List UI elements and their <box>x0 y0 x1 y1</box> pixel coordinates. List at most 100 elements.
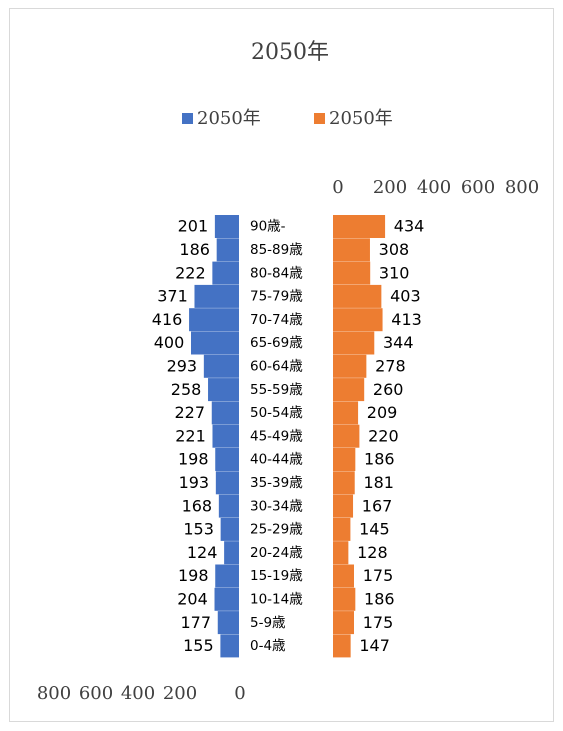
right-bar <box>333 564 354 588</box>
left-bar <box>217 611 239 635</box>
left-data-label: 227 <box>174 403 205 422</box>
left-bar <box>191 331 239 355</box>
left-bar <box>189 308 239 332</box>
left-bar <box>224 541 239 565</box>
right-axis-tick-label: 0 <box>332 177 343 198</box>
right-bar <box>333 634 351 658</box>
right-axis-tick-label: 800 <box>505 177 539 198</box>
right-data-label: 403 <box>390 287 421 306</box>
right-data-label: 175 <box>363 613 394 632</box>
legend-swatch-left <box>182 113 193 124</box>
category-label: 90歳- <box>250 219 286 235</box>
right-bar <box>333 261 371 285</box>
left-data-label: 168 <box>182 496 213 515</box>
left-data-label: 416 <box>152 310 183 329</box>
category-label: 35-39歳 <box>250 475 303 491</box>
left-bar <box>211 401 239 425</box>
right-data-label: 260 <box>373 380 404 399</box>
right-data-label: 175 <box>363 566 394 585</box>
right-bar <box>333 448 356 471</box>
legend-label-left: 2050年 <box>197 108 261 129</box>
left-data-label: 221 <box>175 426 206 445</box>
right-bar <box>333 587 356 611</box>
left-bar <box>215 448 239 471</box>
population-pyramid-chart: 2050年 2050年 2050年 0 200 400 600 800 800 600 40… <box>37 40 539 704</box>
right-bar <box>333 611 354 635</box>
category-labels: 90歳- 85-89歳 80-84歳 75-79歳 70-74歳 65-69歳 60-64歳… <box>250 219 303 654</box>
right-data-label: 167 <box>362 496 393 515</box>
category-label: 80-84歳 <box>250 265 303 281</box>
chart-title: 2050年 <box>251 40 329 65</box>
category-label: 15-19歳 <box>250 568 303 584</box>
chart-frame: 2050年 2050年 2050年 0 200 400 600 800 800 600 40… <box>9 8 554 722</box>
left-bar <box>203 354 239 378</box>
left-bar <box>214 587 239 611</box>
left-data-label: 258 <box>171 380 202 399</box>
left-axis-tick-label: 200 <box>163 683 197 704</box>
right-bar <box>333 308 383 332</box>
left-axis-tick-label: 600 <box>79 683 113 704</box>
left-bar <box>215 564 239 588</box>
right-bar <box>333 494 354 518</box>
category-label: 30-34歳 <box>250 498 303 514</box>
category-label: 55-59歳 <box>250 382 303 398</box>
left-bar <box>220 634 239 658</box>
left-data-label: 400 <box>154 333 185 352</box>
right-bar <box>333 238 370 262</box>
category-label: 40-44歳 <box>250 452 303 468</box>
right-series-bars <box>333 215 386 658</box>
right-data-label: 308 <box>379 240 410 259</box>
left-data-label: 124 <box>187 543 218 562</box>
right-data-label: 186 <box>364 589 395 608</box>
right-data-label: 310 <box>379 263 410 282</box>
left-axis-tick-label: 0 <box>234 683 245 704</box>
left-data-label: 198 <box>178 566 209 585</box>
right-data-label: 147 <box>359 636 390 655</box>
left-data-label: 198 <box>178 450 209 469</box>
right-data-label: 220 <box>368 426 399 445</box>
right-bar <box>333 401 359 425</box>
left-bar <box>212 261 239 285</box>
left-data-label: 186 <box>179 240 210 259</box>
left-data-label: 193 <box>179 473 210 492</box>
left-series-data-labels: 201 186 222 371 416 400 293 258 227 221 198 193 168 1… <box>152 217 218 655</box>
right-data-label: 434 <box>394 217 425 236</box>
left-data-label: 155 <box>183 636 214 655</box>
left-bar <box>194 284 239 308</box>
left-axis-tick-label: 400 <box>121 683 155 704</box>
right-bar <box>333 215 386 238</box>
left-data-label: 371 <box>157 287 188 306</box>
left-data-label: 177 <box>180 613 211 632</box>
left-data-label: 204 <box>177 589 208 608</box>
left-axis-tick-label: 800 <box>37 683 71 704</box>
left-bar <box>215 471 239 495</box>
left-data-label: 222 <box>175 263 206 282</box>
right-bar <box>333 354 367 378</box>
right-bar <box>333 424 360 448</box>
left-bar <box>208 378 239 402</box>
left-bar <box>216 238 239 262</box>
left-bar <box>212 424 239 448</box>
right-data-label: 344 <box>383 333 414 352</box>
category-label: 70-74歳 <box>250 312 303 328</box>
category-label: 5-9歳 <box>250 615 286 631</box>
right-axis-tick-label: 600 <box>461 177 495 198</box>
legend-swatch-right <box>314 113 325 124</box>
right-data-label: 128 <box>357 543 388 562</box>
category-label: 85-89歳 <box>250 242 303 258</box>
right-bar <box>333 284 382 308</box>
category-label: 25-29歳 <box>250 522 303 538</box>
right-data-label: 209 <box>367 403 398 422</box>
category-label: 75-79歳 <box>250 289 303 305</box>
right-data-label: 181 <box>363 473 394 492</box>
right-bar <box>333 541 349 565</box>
right-bar <box>333 517 351 541</box>
right-bar <box>333 378 365 402</box>
legend-label-right: 2050年 <box>329 108 393 129</box>
left-axis-ticks: 800 600 400 200 0 <box>37 683 246 704</box>
right-series-data-labels: 434 308 310 403 413 344 278 260 209 220 186 181 167 1… <box>357 217 424 655</box>
right-data-label: 186 <box>364 450 395 469</box>
category-label: 60-64歳 <box>250 358 303 374</box>
right-data-label: 145 <box>359 520 390 539</box>
left-data-label: 153 <box>183 520 214 539</box>
